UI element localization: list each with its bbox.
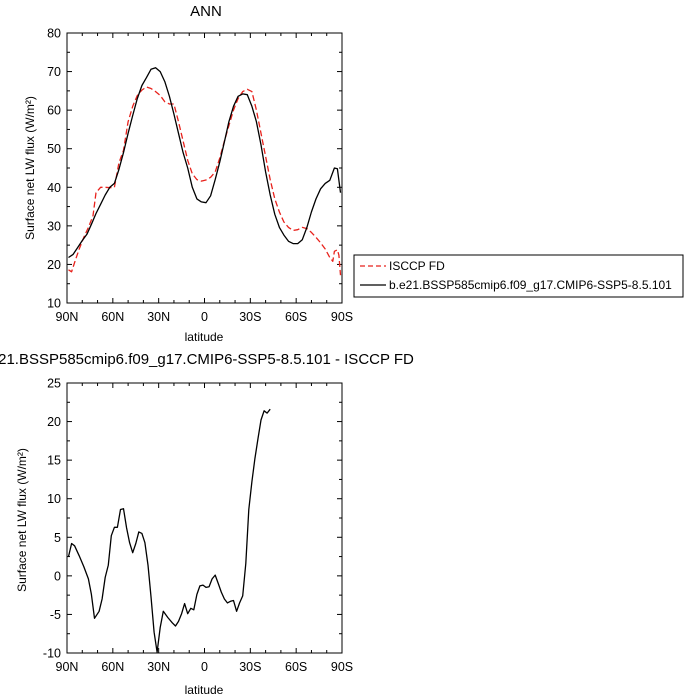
x-tick-label: 60N xyxy=(101,310,124,324)
y-tick-label: 10 xyxy=(47,492,61,506)
legend-label-isccp: ISCCP FD xyxy=(389,259,445,273)
legend: ISCCP FD b.e21.BSSP585cmip6.f09_g17.CMIP… xyxy=(353,254,684,298)
y-tick-label: 15 xyxy=(47,454,61,468)
x-tick-label: 90S xyxy=(331,660,353,674)
x-tick-label: 30S xyxy=(239,310,261,324)
x-tick-label: 90N xyxy=(56,660,79,674)
plot-frame xyxy=(66,382,343,654)
y-tick-label: 80 xyxy=(47,27,61,41)
x-tick-label: 60N xyxy=(101,660,124,674)
x-tick-label: 0 xyxy=(201,310,208,324)
y-axis-label: Surface net LW flux (W/m²) xyxy=(15,448,29,592)
series-lines xyxy=(68,67,342,276)
y-tick-label: 25 xyxy=(47,377,61,391)
series-line-difference xyxy=(67,408,271,653)
top-panel: ANN 10 20 30 40 50 60 70 80 90N 60N 30N 0 30S 60S 90S… xyxy=(23,3,353,344)
y-tick-label: 50 xyxy=(47,142,61,156)
y-tick-label: 60 xyxy=(47,104,61,118)
x-axis-ticks: 90N 60N 30N 0 30S 60S 90S xyxy=(56,383,353,674)
series-line-model xyxy=(68,67,342,259)
x-tick-label: 90S xyxy=(331,310,353,324)
legend-box xyxy=(353,254,684,298)
y-axis-ticks: -10 -5 0 5 10 15 20 25 xyxy=(43,377,342,661)
y-tick-label: 5 xyxy=(54,531,61,545)
y-tick-label: 30 xyxy=(47,219,61,233)
y-tick-label: 0 xyxy=(54,569,61,583)
y-tick-label: 40 xyxy=(47,181,61,195)
x-tick-label: 30S xyxy=(239,660,261,674)
x-tick-label: 30N xyxy=(147,660,170,674)
y-tick-label: 20 xyxy=(47,258,61,272)
y-axis-label: Surface net LW flux (W/m²) xyxy=(23,96,37,240)
x-axis-ticks: 90N 60N 30N 0 30S 60S 90S xyxy=(56,33,353,324)
series-line-isccp-fd xyxy=(68,86,342,276)
x-tick-label: 0 xyxy=(201,660,208,674)
x-tick-label: 90N xyxy=(56,310,79,324)
chart-title: ANN xyxy=(190,3,222,20)
y-tick-label: 10 xyxy=(47,297,61,311)
plot-frame xyxy=(66,32,343,304)
x-tick-label: 30N xyxy=(147,310,170,324)
chart-title: 21.BSSP585cmip6.f09_g17.CMIP6-SSP5-8.5.1… xyxy=(0,351,414,368)
series-lines xyxy=(67,408,271,653)
legend-label-model: b.e21.BSSP585cmip6.f09_g17.CMIP6-SSP5-8.… xyxy=(389,278,672,292)
x-tick-label: 60S xyxy=(285,660,307,674)
bottom-panel: 21.BSSP585cmip6.f09_g17.CMIP6-SSP5-8.5.1… xyxy=(0,351,414,697)
y-tick-label: 70 xyxy=(47,65,61,79)
y-tick-label: -5 xyxy=(50,608,61,622)
y-tick-label: 20 xyxy=(47,415,61,429)
x-axis-label: latitude xyxy=(185,683,224,697)
y-tick-label: -10 xyxy=(43,647,61,661)
x-axis-label: latitude xyxy=(185,330,224,344)
x-tick-label: 60S xyxy=(285,310,307,324)
y-axis-ticks: 10 20 30 40 50 60 70 80 xyxy=(47,27,342,311)
